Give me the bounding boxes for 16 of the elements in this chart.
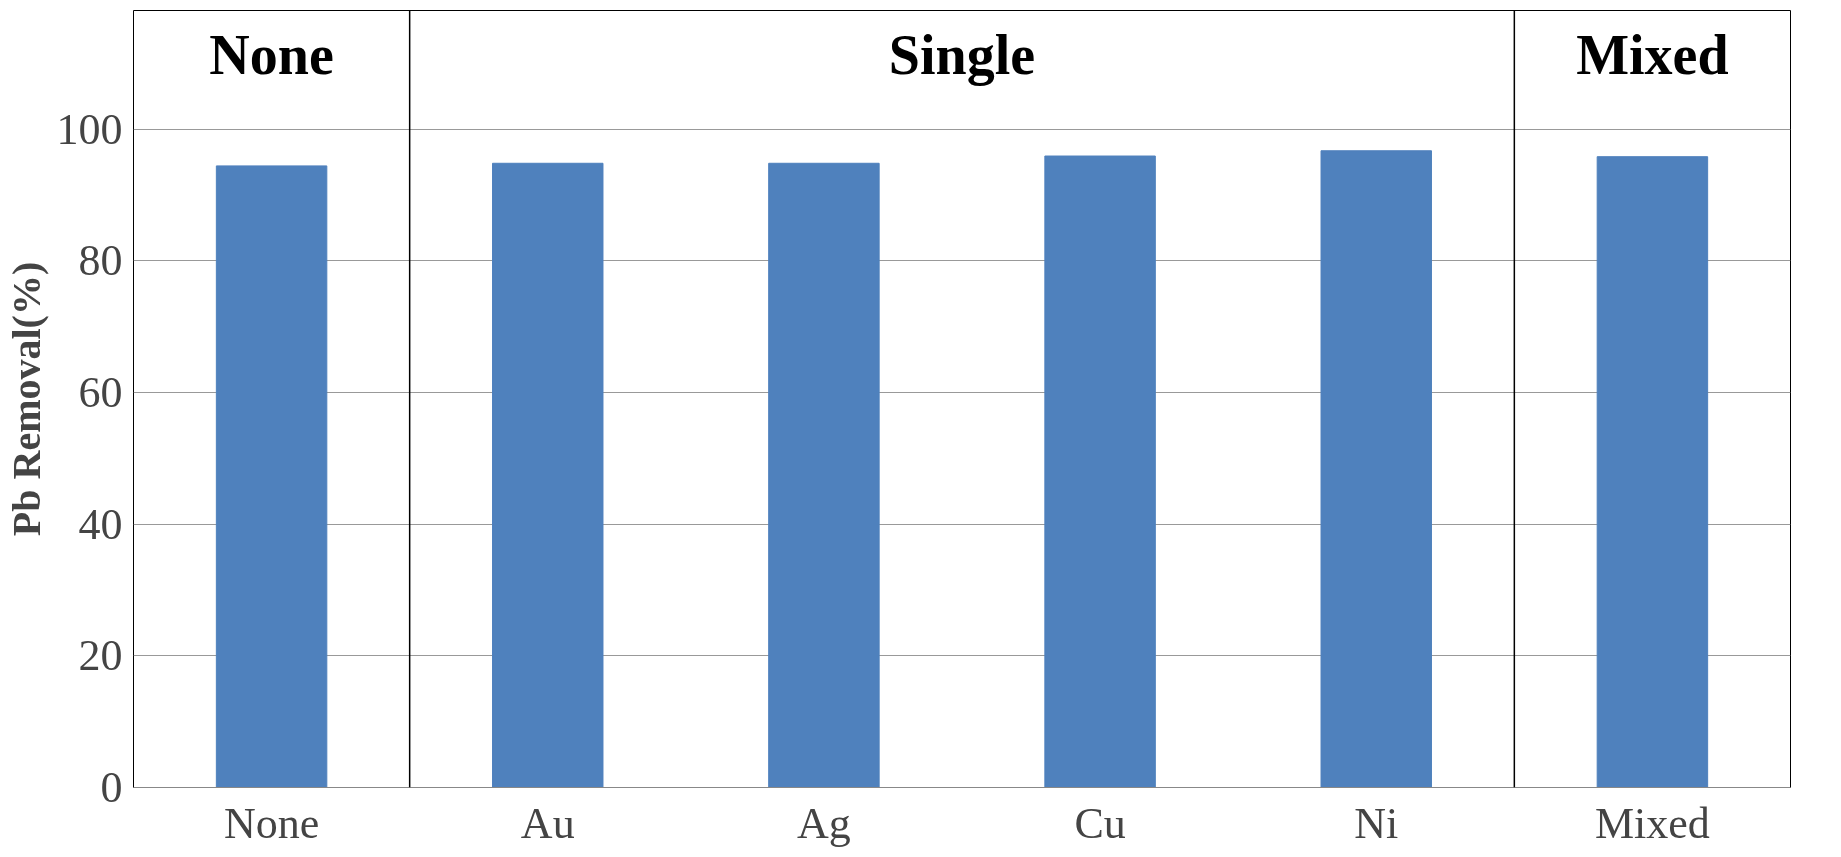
y-tick-label: 100: [56, 104, 123, 154]
y-tick-label: 0: [100, 763, 123, 812]
x-tick-label: Cu: [1074, 798, 1126, 848]
annotation: None: [209, 23, 334, 86]
x-tick-label: Mixed: [1594, 798, 1710, 848]
x-tick-label: Ag: [797, 798, 851, 848]
y-axis-title: Pb Removal(%): [3, 261, 49, 537]
y-tick-label: 60: [78, 367, 123, 417]
annotation: Mixed: [1576, 23, 1729, 86]
y-tick-label: 40: [78, 499, 123, 549]
x-tick-label: Ni: [1354, 798, 1399, 848]
y-tick-label: 80: [78, 236, 123, 286]
annotation: Single: [888, 23, 1036, 86]
x-tick-label: Au: [520, 798, 575, 848]
y-tick-label: 20: [78, 631, 123, 681]
x-tick-label: None: [223, 798, 320, 848]
